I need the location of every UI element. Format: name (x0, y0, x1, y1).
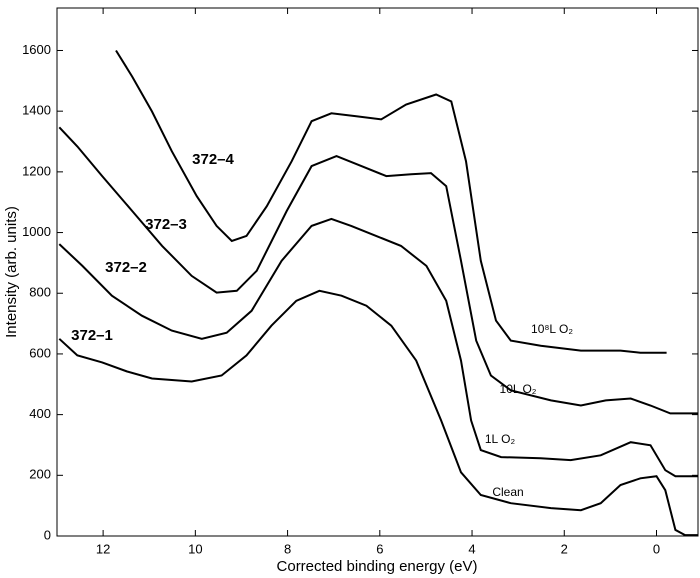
x-tick-label: 8 (284, 541, 291, 556)
y-tick-label: 1400 (22, 103, 51, 118)
curve (115, 49, 667, 354)
y-tick-label: 1000 (22, 224, 51, 239)
y-tick-label: 200 (29, 467, 51, 482)
sample-label: 372–3 (145, 216, 187, 233)
y-tick-label: 600 (29, 345, 51, 360)
x-tick-label: 12 (96, 541, 110, 556)
x-tick-label: 2 (561, 541, 568, 556)
y-tick-label: 400 (29, 406, 51, 421)
curve-label: 10L O₂ (500, 382, 537, 396)
curve (58, 217, 699, 478)
curve-label: 1L O₂ (485, 432, 516, 446)
x-axis-title: Corrected binding energy (eV) (277, 558, 478, 575)
x-tick-label: 6 (376, 541, 383, 556)
y-axis-title: Intensity (arb. units) (3, 206, 20, 338)
sample-label: 372–1 (71, 327, 113, 344)
x-tick-label: 10 (188, 541, 202, 556)
y-tick-label: 1600 (22, 42, 51, 57)
y-tick-label: 1200 (22, 163, 51, 178)
curve (58, 289, 699, 537)
plot-frame (56, 7, 699, 537)
curve-label: 10⁸L O₂ (531, 322, 573, 336)
x-tick-label: 0 (653, 541, 660, 556)
y-tick-label: 0 (44, 527, 51, 542)
y-tick-label: 800 (29, 285, 51, 300)
curve-label: Clean (492, 485, 523, 499)
sample-label: 372–2 (105, 259, 147, 276)
curve (58, 126, 699, 415)
x-tick-label: 4 (468, 541, 475, 556)
sample-label: 372–4 (192, 151, 234, 168)
